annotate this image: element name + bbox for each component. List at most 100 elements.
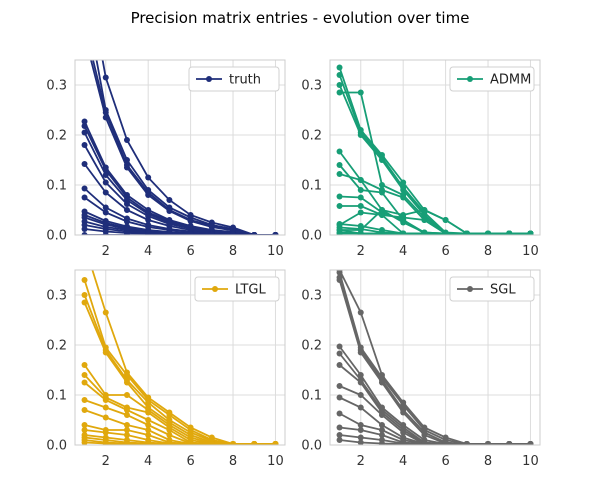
data-point — [81, 407, 88, 413]
data-point — [421, 217, 428, 223]
data-point — [166, 208, 173, 214]
data-point — [102, 349, 109, 356]
y-tick-label: 0.2 — [46, 129, 67, 144]
y-tick-label: 0.1 — [301, 389, 322, 404]
data-point — [378, 207, 385, 213]
legend: truth — [188, 66, 280, 92]
x-tick-label: 10 — [267, 454, 284, 469]
data-point — [336, 193, 343, 200]
data-point — [102, 204, 109, 211]
data-point — [336, 432, 343, 438]
data-point — [82, 242, 88, 248]
data-point — [272, 441, 279, 445]
series-group — [81, 242, 279, 445]
data-point — [81, 397, 88, 403]
data-point — [81, 118, 88, 125]
plot-frame — [74, 269, 286, 446]
data-point — [123, 137, 130, 143]
data-point — [81, 194, 88, 201]
x-tick-label: 6 — [441, 244, 449, 259]
data-point — [102, 209, 109, 216]
data-point — [421, 207, 428, 213]
data-point — [81, 185, 88, 192]
data-point — [336, 227, 343, 233]
data-point — [81, 129, 88, 136]
subplot-sgl: 2 4 6 8 10 0.0 0.1 0.2 0.3 SGL — [301, 269, 541, 469]
x-tick-label: 4 — [144, 244, 152, 259]
data-point — [336, 222, 343, 228]
legend: SGL — [449, 276, 535, 302]
x-tick-label: 4 — [399, 454, 407, 469]
x-tick-label: 2 — [102, 244, 110, 259]
data-point — [81, 277, 88, 283]
data-point — [123, 164, 130, 171]
data-point — [123, 407, 130, 413]
data-point — [145, 399, 152, 406]
data-point — [378, 189, 385, 196]
data-point — [102, 404, 109, 411]
y-tick-label: 0.2 — [301, 339, 322, 354]
x-tick-label: 6 — [186, 454, 194, 469]
data-point — [81, 372, 88, 378]
data-point — [336, 383, 343, 389]
data-point — [357, 349, 364, 356]
data-point — [357, 187, 364, 193]
data-point — [102, 114, 109, 121]
data-point — [166, 197, 173, 203]
data-point — [145, 417, 152, 423]
data-point — [123, 201, 130, 207]
data-point — [442, 230, 449, 235]
data-point — [336, 343, 343, 350]
series-group — [336, 270, 534, 445]
data-point — [357, 194, 364, 201]
plot-frame — [329, 269, 541, 446]
data-point — [336, 437, 343, 443]
data-point — [336, 277, 343, 283]
legend-swatch-marker — [206, 76, 212, 82]
data-point — [336, 148, 343, 155]
data-point — [166, 232, 173, 235]
data-point — [357, 132, 364, 138]
data-point — [102, 189, 109, 196]
data-point — [336, 82, 343, 88]
figure-title: Precision matrix entries - evolution ove… — [130, 9, 470, 27]
data-point — [400, 230, 407, 235]
y-tick-label: 0.2 — [46, 339, 67, 354]
series-group — [336, 64, 534, 235]
data-point — [102, 232, 109, 235]
data-point — [102, 414, 109, 421]
y-tick-label: 0.1 — [301, 179, 322, 194]
data-point — [187, 218, 194, 224]
legend-swatch-marker — [467, 76, 473, 82]
legend-label: LTGL — [235, 283, 266, 298]
y-tick-label: 0.0 — [46, 439, 67, 454]
data-point — [230, 441, 237, 445]
subplot-truth: 2 4 6 8 10 0.0 0.1 0.2 0.3 truth — [46, 59, 286, 259]
data-point — [527, 230, 534, 235]
data-point — [336, 203, 343, 209]
data-point — [336, 362, 343, 368]
x-tick-label: 8 — [484, 244, 492, 259]
data-point — [378, 182, 385, 188]
data-point — [123, 427, 130, 433]
data-point — [442, 217, 449, 223]
data-point — [336, 89, 343, 96]
x-tick-label: 8 — [229, 454, 237, 469]
data-point — [336, 171, 343, 177]
data-point — [123, 422, 130, 428]
data-point — [378, 212, 385, 218]
data-point — [421, 441, 428, 445]
data-point — [81, 232, 88, 235]
data-point — [506, 230, 513, 235]
legend-box — [188, 66, 280, 92]
data-point — [145, 192, 152, 198]
data-point — [208, 232, 215, 235]
data-point — [102, 74, 109, 81]
data-point — [251, 232, 258, 235]
data-point — [81, 422, 88, 428]
data-point — [81, 226, 88, 232]
data-point — [357, 379, 364, 386]
series-line-15 — [339, 209, 531, 235]
data-point — [145, 422, 152, 428]
data-point — [145, 174, 152, 181]
